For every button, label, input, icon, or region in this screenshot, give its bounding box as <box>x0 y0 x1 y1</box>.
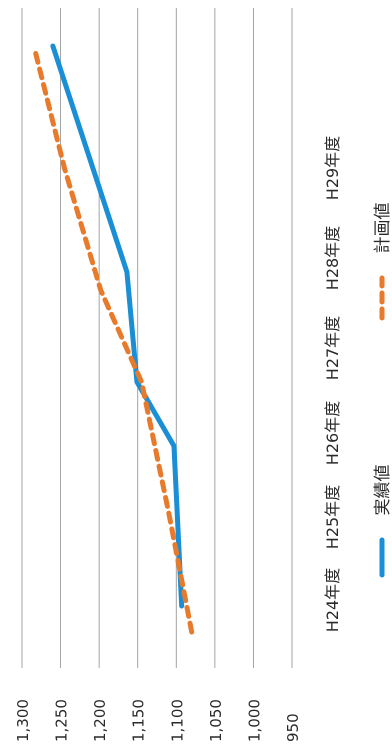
x-category-label: H25年度 <box>323 485 342 549</box>
series-line-plan <box>31 45 195 635</box>
grid-lines <box>21 8 293 668</box>
y-tick-label: 1,100 <box>168 699 186 742</box>
series-line-actual <box>50 43 185 609</box>
series-lines <box>31 43 195 635</box>
y-tick-label: 1,300 <box>14 699 32 742</box>
y-axis-ticks: 1,300 1,250 1,200 1,150 1,100 1,050 1,000 950 <box>14 699 302 742</box>
y-tick-label: 1,250 <box>53 699 71 742</box>
x-category-label: H27年度 <box>323 316 342 380</box>
x-category-label: H28年度 <box>323 226 342 290</box>
y-tick-label: 1,000 <box>245 699 263 742</box>
x-category-label: H26年度 <box>323 401 342 465</box>
x-category-label: H29年度 <box>323 136 342 200</box>
legend-label-plan: 計画値 <box>373 203 392 254</box>
y-tick-label: 950 <box>284 713 302 742</box>
x-axis-categories: H24年度 H25年度 H26年度 H27年度 H28年度 H29年度 <box>323 136 342 632</box>
x-category-label: H24年度 <box>323 568 342 632</box>
y-tick-label: 1,200 <box>91 699 109 742</box>
legend-label-actual: 実績値 <box>373 465 392 516</box>
y-tick-label: 1,050 <box>207 699 225 742</box>
y-tick-label: 1,150 <box>130 699 148 742</box>
